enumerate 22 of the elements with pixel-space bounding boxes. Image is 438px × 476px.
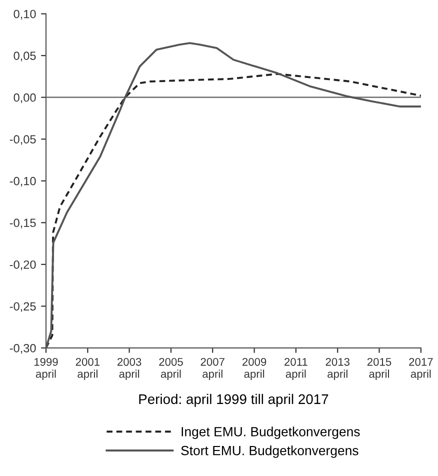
x-tick-label: 2015 april (367, 358, 392, 380)
y-tick-label: 0,05 (14, 52, 36, 62)
y-tick-label: -0,10 (10, 176, 36, 187)
x-tick-label: 2007 april (200, 358, 224, 380)
y-tick-label: -0,20 (10, 260, 36, 270)
legend-label: Stort EMU. Budgetkonvergens (181, 446, 358, 458)
y-tick-label: -0,15 (10, 218, 36, 228)
y-tick-label: -0,05 (10, 135, 36, 145)
y-tick-label: 0,00 (14, 93, 36, 104)
x-tick-label: 2011 april (284, 358, 308, 380)
x-axis-title: Period: april 1999 till april 2017 (139, 394, 328, 407)
x-tick-label: 2013 april (326, 358, 350, 380)
x-tick-label: 2001 april (76, 358, 100, 380)
legend-label: Inget EMU. Budgetkonvergens (182, 426, 360, 439)
y-tick-label: -0,30 (10, 344, 36, 354)
x-tick-label: 2003 april (118, 358, 142, 380)
x-tick-label: 2009 april (242, 358, 266, 380)
x-tick-label: 1999 april (34, 358, 58, 380)
y-tick-label: 0,10 (14, 10, 36, 20)
y-tick-label: -0,25 (10, 302, 36, 312)
x-tick-label: 2005 april (159, 358, 183, 380)
x-tick-label: 2017 april (409, 358, 433, 380)
